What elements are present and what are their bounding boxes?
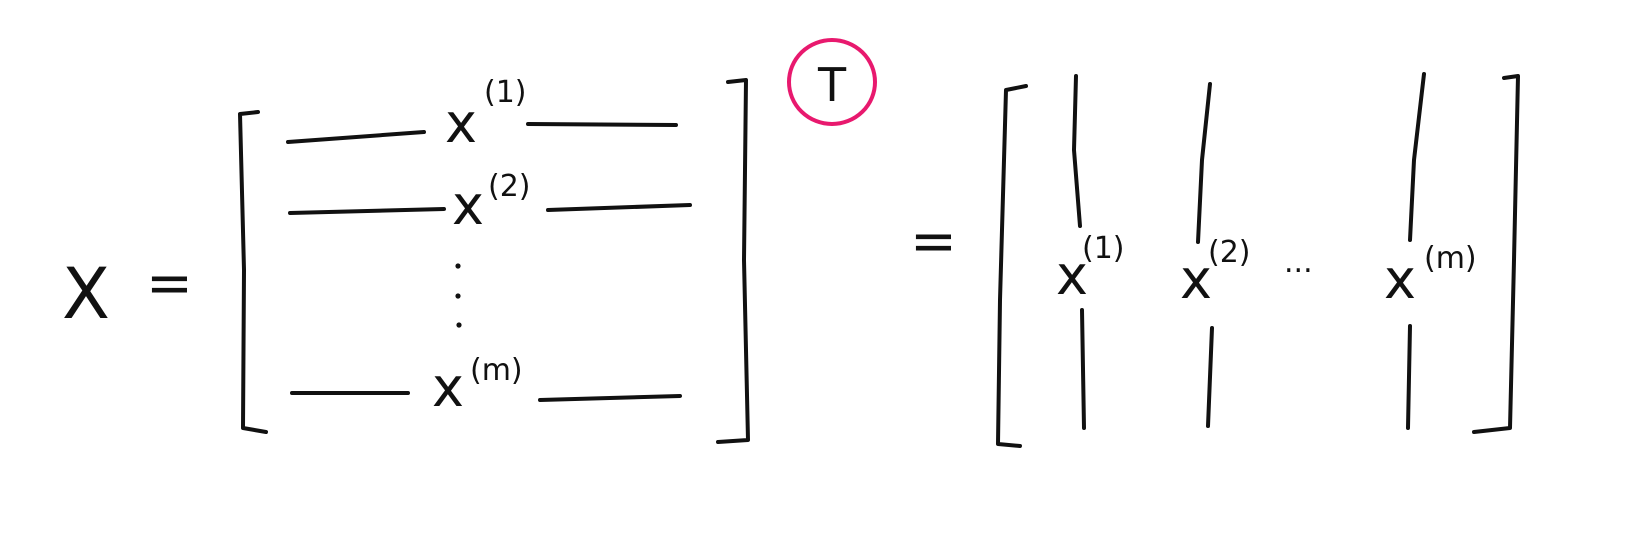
vertical-dot-1 [455,263,461,269]
row-2-line-right [546,203,692,212]
column-m-var: x [1384,248,1416,311]
lhs-equals: = [146,251,193,316]
left-matrix-left-bracket [238,110,268,434]
column-1-index: (1) [1082,231,1125,266]
left-matrix-right-bracket [716,78,750,444]
column-2-index: (2) [1208,235,1251,270]
vertical-dot-3 [456,322,462,328]
transpose-circle [787,38,877,126]
column-1-line-top [1072,74,1082,228]
row-1-line-left [286,130,426,144]
row-1-line-right [526,122,678,127]
row-m-var: x [432,356,464,419]
column-2-line-bottom [1206,326,1214,428]
column-m-line-top [1408,72,1426,242]
column-2-line-top [1196,82,1212,244]
row-m-index: (m) [470,353,523,388]
row-m-line-right [538,394,682,402]
rhs-equals: = [910,209,957,274]
right-matrix-right-bracket [1472,74,1520,434]
row-1-var: x [445,92,477,155]
transpose-label: T [817,58,847,112]
right-matrix-left-bracket [996,84,1028,448]
column-1-line-bottom [1080,308,1086,430]
column-1-var: x [1056,244,1088,307]
vertical-dot-2 [455,293,461,299]
row-2-index: (2) [488,169,531,204]
column-m-index: (m) [1424,241,1477,276]
column-2-var: x [1180,248,1212,311]
row-1-index: (1) [484,75,527,110]
row-2-line-left [288,207,446,215]
lhs-symbol: X [62,253,110,335]
row-2-var: x [452,174,484,237]
column-m-line-bottom [1406,324,1412,430]
horizontal-dots: ... [1284,245,1313,280]
